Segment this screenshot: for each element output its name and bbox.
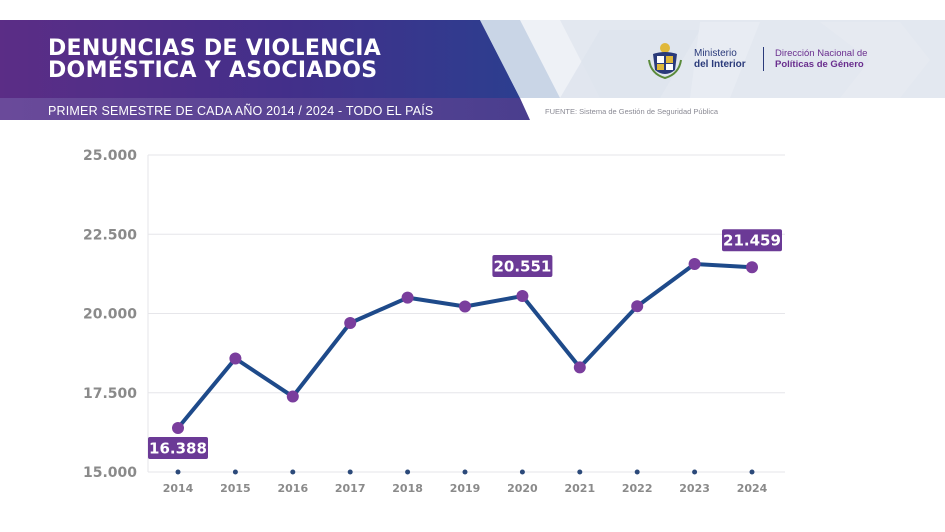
x-tick-label: 2019 xyxy=(450,482,481,495)
direction-line2: Políticas de Género xyxy=(775,59,864,70)
logo-divider xyxy=(763,47,764,71)
data-label: 16.388 xyxy=(148,437,208,460)
x-tick-dot xyxy=(749,469,755,475)
x-tick-dot xyxy=(577,469,583,475)
x-tick-label: 2024 xyxy=(737,482,768,495)
data-point xyxy=(573,361,586,374)
data-point xyxy=(286,390,299,403)
x-tick-dot xyxy=(519,469,525,475)
direction-line1: Dirección Nacional de xyxy=(775,48,868,59)
x-tick-dot xyxy=(692,469,698,475)
x-tick-dot xyxy=(634,469,640,475)
data-point xyxy=(516,290,529,303)
ministry-logo-text: Ministerio del Interior xyxy=(694,48,746,70)
data-point xyxy=(631,300,644,313)
series-line xyxy=(176,262,754,431)
chart-title-line1: DENUNCIAS DE VIOLENCIA xyxy=(48,36,382,61)
chart-title: DENUNCIAS DE VIOLENCIA DOMÉSTICA Y ASOCI… xyxy=(48,38,381,82)
data-label: 21.459 xyxy=(722,229,782,252)
x-tick-dot xyxy=(232,469,238,475)
uruguay-coat-of-arms-icon xyxy=(648,43,682,80)
y-tick-label: 25.000 xyxy=(83,148,137,164)
x-tick-label: 2022 xyxy=(622,482,653,495)
data-point xyxy=(746,261,758,274)
x-tick-dot xyxy=(462,469,468,475)
x-tick-label: 2023 xyxy=(679,482,710,495)
direction-logo-text: Dirección Nacional de Políticas de Géner… xyxy=(775,48,867,70)
data-point xyxy=(459,300,471,313)
x-tick-dot xyxy=(175,469,181,475)
y-tick-label: 22.500 xyxy=(83,227,137,243)
y-tick-label: 17.500 xyxy=(83,386,137,402)
data-label: 20.551 xyxy=(492,255,553,278)
data-point xyxy=(229,352,242,365)
data-point xyxy=(344,317,357,330)
data-label-box xyxy=(148,437,208,460)
x-tick-label: 2018 xyxy=(392,482,423,495)
data-point xyxy=(172,422,184,435)
logos: Ministerio del Interior Dirección Nacion… xyxy=(645,40,905,80)
data-label-box xyxy=(722,229,782,252)
x-tick-dot xyxy=(405,469,411,475)
ministry-line2: del Interior xyxy=(694,59,746,70)
data-label-text: 16.388 xyxy=(149,440,207,458)
chart-title-line2: DOMÉSTICA Y ASOCIADOS xyxy=(48,58,378,83)
data-point xyxy=(688,258,701,271)
header-banner xyxy=(0,20,945,120)
x-tick-dot xyxy=(290,469,296,475)
x-tick-label: 2021 xyxy=(564,482,595,495)
source-note: FUENTE: Sistema de Gestión de Seguridad … xyxy=(545,107,719,116)
y-tick-label: 15.000 xyxy=(83,465,137,481)
x-tick-dot xyxy=(347,469,353,475)
data-point xyxy=(401,291,414,304)
data-label-text: 20.551 xyxy=(493,258,551,276)
data-label-text: 21.459 xyxy=(723,232,781,250)
chart-subtitle: PRIMER SEMESTRE DE CADA AÑO 2014 / 2024 … xyxy=(48,104,434,118)
y-tick-label: 20.000 xyxy=(83,307,137,323)
ministry-line1: Ministerio xyxy=(694,48,737,59)
x-tick-label: 2020 xyxy=(507,482,538,495)
x-tick-label: 2015 xyxy=(220,482,251,495)
x-tick-label: 2016 xyxy=(277,482,308,495)
data-label-box xyxy=(492,255,553,278)
x-tick-label: 2014 xyxy=(163,482,194,495)
x-tick-label: 2017 xyxy=(335,482,366,495)
